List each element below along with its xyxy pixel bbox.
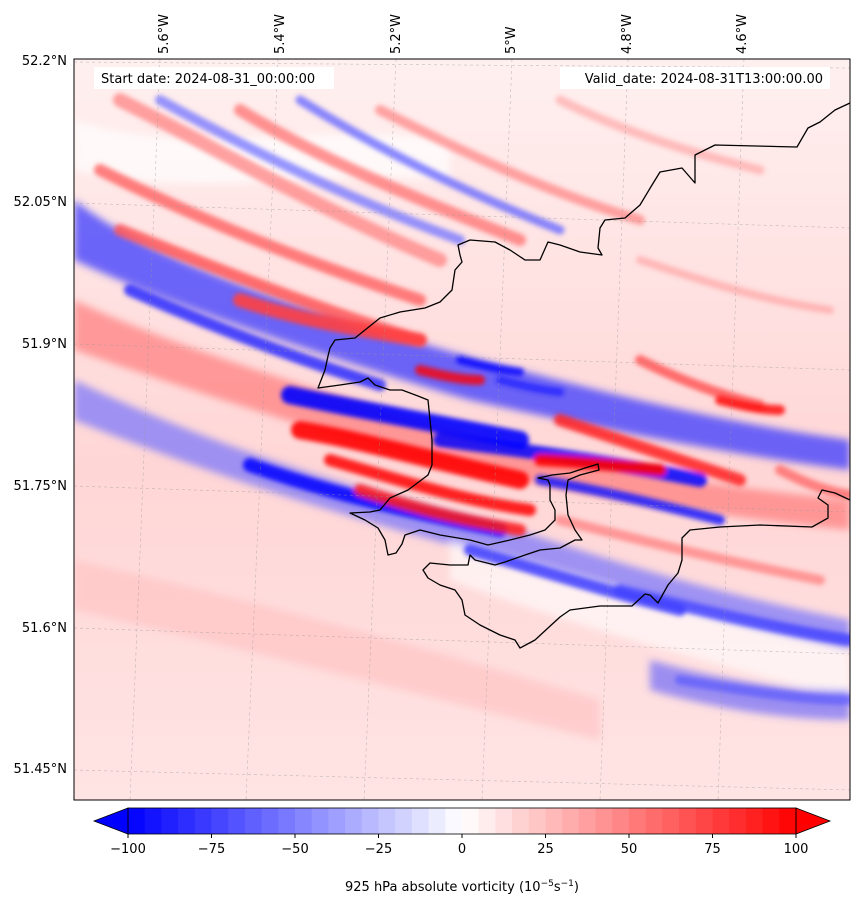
- colorbar-cell: [178, 808, 196, 834]
- colorbar-cell: [729, 808, 747, 834]
- colorbar-extend-low: [92, 807, 129, 835]
- colorbar-cell: [328, 808, 346, 834]
- lat-label: 52.05°N: [14, 195, 67, 210]
- colorbar-cell: [128, 808, 146, 834]
- valid-date-text: Valid_date: 2024-08-31T13:00:00.00: [585, 72, 823, 87]
- colorbar-ticks: −100 −75 −50 −25 0 25 50 75 100: [110, 834, 808, 857]
- colorbar-tick-label: 0: [458, 842, 466, 857]
- colorbar-tick-label: −100: [110, 842, 146, 857]
- lat-label: 51.75°N: [14, 479, 67, 494]
- latitude-labels: 52.2°N 52.05°N 51.9°N 51.75°N 51.6°N 51.…: [14, 54, 67, 777]
- colorbar-cell: [528, 808, 546, 834]
- colorbar-tick-label: −50: [281, 842, 308, 857]
- colorbar-cell: [261, 808, 279, 834]
- lon-label: 4.8°W: [620, 14, 635, 54]
- colorbar-label-mid: s: [554, 880, 561, 895]
- map-panel: Start date: 2024-08-31_00:00:00 Valid_da…: [74, 59, 850, 800]
- colorbar-cell: [545, 808, 563, 834]
- lat-label: 51.45°N: [14, 762, 67, 777]
- colorbar-cell: [244, 808, 263, 834]
- colorbar-cell: [745, 808, 764, 834]
- colorbar-cell: [411, 808, 430, 834]
- lon-label: 4.6°W: [735, 14, 750, 54]
- colorbar-cell: [712, 808, 730, 834]
- lon-label: 5.4°W: [273, 14, 288, 54]
- lon-label: 5.6°W: [157, 14, 172, 54]
- colorbar-cell: [462, 808, 480, 834]
- colorbar-cell: [679, 808, 697, 834]
- colorbar-tick-label: 75: [704, 842, 721, 857]
- colorbar-cell: [228, 808, 246, 834]
- colorbar-tick-label: 25: [537, 842, 554, 857]
- lon-label: 5°W: [504, 26, 519, 54]
- colorbar-cell: [645, 808, 663, 834]
- lat-label: 51.6°N: [22, 621, 67, 636]
- colorbar-cell: [779, 808, 797, 834]
- colorbar-label: 925 hPa absolute vorticity (10−5s−1): [345, 879, 579, 895]
- colorbar-tick-label: 100: [784, 842, 809, 857]
- map-gridlines: [74, 59, 850, 800]
- colorbar-label-end: ): [574, 880, 579, 895]
- colorbar-tick-label: −75: [198, 842, 225, 857]
- colorbar: −100 −75 −50 −25 0 25 50 75 100 925 hPa absolute…: [92, 807, 832, 895]
- colorbar-cell: [144, 808, 162, 834]
- colorbar-cell: [662, 808, 680, 834]
- start-date-text: Start date: 2024-08-31_00:00:00: [101, 72, 315, 87]
- colorbar-cell: [211, 808, 229, 834]
- vorticity-streaks: [94, 93, 850, 705]
- colorbar-cell: [428, 808, 446, 834]
- colorbar-cell: [595, 808, 613, 834]
- coastline: [317, 102, 850, 649]
- header-annotations: Start date: 2024-08-31_00:00:00 Valid_da…: [94, 67, 830, 89]
- colorbar-cell: [762, 808, 780, 834]
- colorbar-cell: [495, 808, 513, 834]
- lat-label: 52.2°N: [22, 54, 67, 69]
- map-frame: [73, 58, 851, 801]
- colorbar-cell: [578, 808, 597, 834]
- colorbar-label-exp1: −5: [541, 879, 554, 889]
- colorbar-cells: [128, 808, 797, 834]
- lat-label: 51.9°N: [22, 337, 67, 352]
- colorbar-cell: [445, 808, 463, 834]
- colorbar-cell: [161, 808, 179, 834]
- colorbar-cell: [629, 808, 647, 834]
- colorbar-cell: [378, 808, 396, 834]
- colorbar-tick-label: −25: [365, 842, 392, 857]
- colorbar-cell: [562, 808, 580, 834]
- colorbar-cell: [295, 808, 313, 834]
- colorbar-label-exp2: −1: [561, 879, 574, 889]
- colorbar-cell: [345, 808, 363, 834]
- longitude-labels: 5.6°W 5.4°W 5.2°W 5°W 4.8°W 4.6°W: [157, 14, 750, 54]
- colorbar-cell: [311, 808, 329, 834]
- colorbar-label-main: 925 hPa absolute vorticity (10: [345, 880, 541, 895]
- colorbar-cell: [695, 808, 713, 834]
- colorbar-cell: [478, 808, 496, 834]
- colorbar-cell: [194, 808, 212, 834]
- colorbar-cell: [512, 808, 530, 834]
- colorbar-cell: [395, 808, 413, 834]
- colorbar-cell: [278, 808, 296, 834]
- colorbar-cell: [361, 808, 379, 834]
- colorbar-cell: [612, 808, 630, 834]
- colorbar-tick-label: 50: [621, 842, 638, 857]
- lon-label: 5.2°W: [389, 14, 404, 54]
- colorbar-extend-high: [795, 807, 832, 835]
